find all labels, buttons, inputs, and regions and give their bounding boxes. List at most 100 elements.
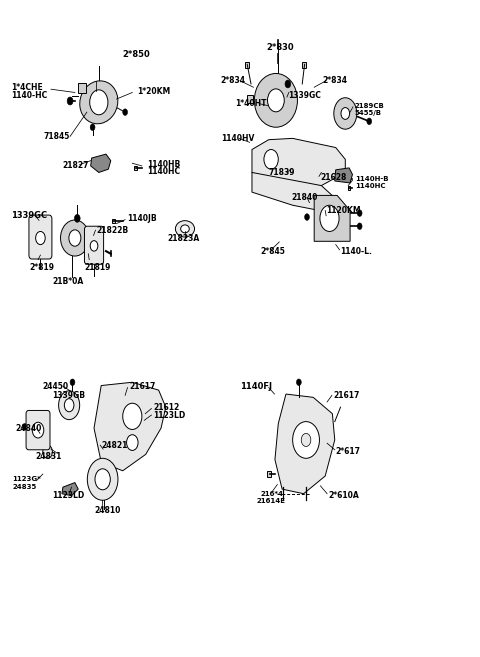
- Circle shape: [297, 379, 301, 386]
- Polygon shape: [94, 382, 166, 471]
- Circle shape: [285, 80, 291, 88]
- Text: 1*40HT: 1*40HT: [235, 99, 267, 108]
- Polygon shape: [252, 173, 336, 212]
- FancyBboxPatch shape: [29, 215, 52, 259]
- Text: 21827: 21827: [62, 162, 88, 170]
- Ellipse shape: [341, 108, 349, 120]
- Text: 1140HV: 1140HV: [221, 134, 254, 143]
- FancyBboxPatch shape: [84, 226, 104, 264]
- Bar: [245, 62, 249, 68]
- Text: 1123G*: 1123G*: [12, 476, 41, 482]
- Text: 24810: 24810: [94, 507, 120, 515]
- Bar: [348, 177, 350, 181]
- Text: 2*850: 2*850: [123, 50, 151, 59]
- Bar: [112, 219, 115, 223]
- Circle shape: [293, 422, 320, 459]
- Ellipse shape: [80, 81, 118, 124]
- Ellipse shape: [334, 98, 357, 129]
- Text: 1140HC: 1140HC: [355, 183, 385, 189]
- Text: 24450: 24450: [43, 382, 69, 391]
- Text: 216*4: 216*4: [260, 491, 283, 497]
- Polygon shape: [335, 168, 352, 183]
- Circle shape: [67, 97, 73, 105]
- Text: 21628: 21628: [321, 173, 347, 182]
- Text: 2*834: 2*834: [323, 76, 348, 85]
- Ellipse shape: [69, 230, 81, 246]
- Circle shape: [74, 214, 80, 222]
- Polygon shape: [62, 483, 78, 495]
- Bar: [348, 186, 350, 190]
- Text: 1140FJ: 1140FJ: [240, 382, 272, 391]
- Bar: [267, 472, 271, 477]
- Circle shape: [123, 403, 142, 430]
- Circle shape: [367, 118, 372, 125]
- Text: 21614E: 21614E: [257, 498, 286, 504]
- Circle shape: [123, 109, 128, 116]
- Circle shape: [64, 399, 74, 412]
- Text: 1140-L.: 1140-L.: [340, 246, 372, 256]
- Text: 21617: 21617: [333, 391, 360, 400]
- Polygon shape: [314, 195, 350, 241]
- Polygon shape: [275, 394, 335, 493]
- Text: 21823A: 21823A: [167, 233, 200, 242]
- Text: 21617: 21617: [129, 382, 156, 391]
- Text: 1339GC: 1339GC: [288, 91, 321, 101]
- Text: 21819: 21819: [84, 263, 111, 272]
- Text: 21B*0A: 21B*0A: [52, 277, 84, 286]
- Text: 21840: 21840: [292, 193, 318, 202]
- Text: 1123LD: 1123LD: [153, 411, 185, 420]
- Text: 21822B: 21822B: [96, 225, 129, 235]
- Polygon shape: [252, 139, 345, 189]
- Circle shape: [36, 231, 45, 244]
- Text: 2*617: 2*617: [336, 447, 361, 456]
- Text: 71845: 71845: [44, 132, 70, 141]
- Bar: [302, 62, 306, 68]
- Bar: [134, 166, 137, 170]
- Text: 21612: 21612: [154, 403, 180, 412]
- Text: 24821: 24821: [101, 441, 128, 449]
- Circle shape: [357, 210, 362, 216]
- Circle shape: [22, 424, 27, 430]
- Circle shape: [90, 124, 95, 131]
- Circle shape: [357, 223, 362, 229]
- Circle shape: [59, 391, 80, 420]
- Text: 1339GC: 1339GC: [11, 212, 48, 220]
- Text: 24831: 24831: [35, 452, 61, 461]
- Text: 2*845: 2*845: [261, 246, 286, 256]
- Ellipse shape: [267, 89, 284, 112]
- Text: 2*834: 2*834: [221, 76, 246, 85]
- Circle shape: [87, 459, 118, 500]
- Text: 1123LD: 1123LD: [52, 491, 84, 500]
- Ellipse shape: [180, 225, 189, 233]
- Text: 71839: 71839: [269, 168, 295, 177]
- Text: 5455/B: 5455/B: [355, 110, 382, 116]
- Text: 1140HC: 1140HC: [147, 167, 180, 175]
- Ellipse shape: [254, 74, 298, 127]
- Text: 1140JB: 1140JB: [128, 214, 157, 223]
- Circle shape: [90, 240, 98, 251]
- Text: 1*4CHE: 1*4CHE: [11, 83, 43, 92]
- Ellipse shape: [60, 220, 89, 256]
- Bar: [78, 83, 86, 93]
- Ellipse shape: [175, 221, 194, 237]
- Circle shape: [127, 435, 138, 451]
- Bar: [247, 95, 253, 103]
- FancyBboxPatch shape: [26, 411, 50, 450]
- Text: 2*819: 2*819: [29, 263, 54, 272]
- Text: 1140HB: 1140HB: [147, 160, 180, 169]
- Text: 24840: 24840: [15, 424, 41, 433]
- Text: 1120KM: 1120KM: [326, 206, 361, 215]
- Text: 1140-HC: 1140-HC: [11, 91, 48, 100]
- Text: 24835: 24835: [12, 484, 37, 489]
- Text: 1*20KM: 1*20KM: [137, 87, 170, 96]
- Circle shape: [264, 150, 278, 170]
- Text: 2189CB: 2189CB: [355, 102, 384, 108]
- Circle shape: [320, 205, 339, 231]
- Circle shape: [301, 434, 311, 447]
- Circle shape: [103, 447, 107, 452]
- Circle shape: [32, 422, 44, 438]
- Text: 2*830: 2*830: [266, 43, 294, 53]
- Text: 1140H-B: 1140H-B: [355, 176, 388, 182]
- Text: 2*610A: 2*610A: [328, 491, 360, 500]
- Polygon shape: [91, 154, 111, 173]
